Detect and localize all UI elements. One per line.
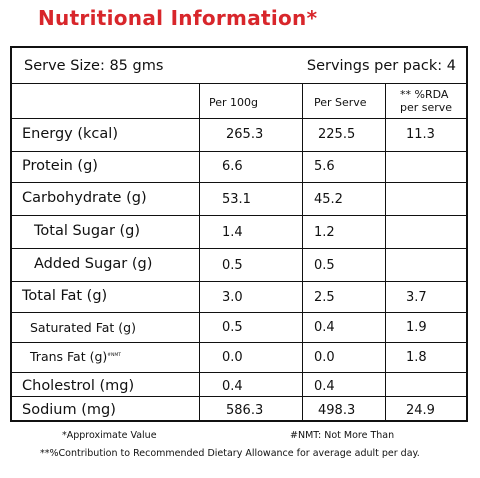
cell-protein-perserve: 5.6 <box>314 159 335 174</box>
cell-addedsugar-per100: 0.5 <box>222 258 243 273</box>
footnote-rda: **%Contribution to Recommended Dietary A… <box>40 448 420 459</box>
row-divider <box>12 342 466 343</box>
row-divider <box>12 151 466 152</box>
cell-energy-rda: 11.3 <box>406 127 435 142</box>
cell-satfat-rda: 1.9 <box>406 320 427 335</box>
row-label-added-sugar: Added Sugar (g) <box>34 256 153 272</box>
row-label-cholestrol: Cholestrol (mg) <box>22 378 135 394</box>
serve-size: Serve Size: 85 gms <box>24 58 164 74</box>
row-divider <box>12 182 466 183</box>
row-label-trans-fat: Trans Fat (g)#NMT <box>30 349 121 364</box>
row-label-carbohydrate: Carbohydrate (g) <box>22 190 147 206</box>
row-label-protein: Protein (g) <box>22 158 98 174</box>
header-per-100g: Per 100g <box>209 96 259 109</box>
trans-fat-nmt-marker: #NMT <box>107 352 122 358</box>
cell-carb-per100: 53.1 <box>222 192 251 207</box>
footnote-nmt: #NMT: Not More Than <box>290 430 395 441</box>
cell-transfat-per100: 0.0 <box>222 350 243 365</box>
row-label-sodium: Sodium (mg) <box>22 402 116 418</box>
column-divider <box>385 83 386 422</box>
cell-energy-per100: 265.3 <box>226 127 264 142</box>
cell-sodium-perserve: 498.3 <box>318 403 356 418</box>
cell-totalfat-per100: 3.0 <box>222 290 243 305</box>
cell-protein-per100: 6.6 <box>222 159 243 174</box>
cell-transfat-rda: 1.8 <box>406 350 427 365</box>
row-divider <box>12 83 466 84</box>
cell-energy-perserve: 225.5 <box>318 127 356 142</box>
row-divider <box>12 248 466 249</box>
trans-fat-label-text: Trans Fat (g) <box>30 349 108 364</box>
cell-totalfat-perserve: 2.5 <box>314 290 335 305</box>
cell-chol-per100: 0.4 <box>222 379 243 394</box>
cell-chol-perserve: 0.4 <box>314 379 335 394</box>
row-label-saturated-fat: Saturated Fat (g) <box>30 320 136 335</box>
column-divider <box>302 83 303 422</box>
row-divider <box>12 372 466 373</box>
header-rda-line2: per serve <box>400 101 453 114</box>
footnote-approximate: *Approximate Value <box>62 430 157 441</box>
cell-carb-perserve: 45.2 <box>314 192 343 207</box>
row-divider <box>12 396 466 397</box>
row-label-energy: Energy (kcal) <box>22 126 118 142</box>
column-divider <box>199 83 200 422</box>
servings-per-pack: Servings per pack: 4 <box>306 58 456 74</box>
header-rda-line1: ** %RDA <box>400 88 449 101</box>
header-per-serve: Per Serve <box>314 96 367 109</box>
row-divider <box>12 215 466 216</box>
nutrition-table: Serve Size: 85 gms Servings per pack: 4 … <box>10 46 468 422</box>
row-label-total-sugar: Total Sugar (g) <box>34 223 141 239</box>
cell-addedsugar-perserve: 0.5 <box>314 258 335 273</box>
cell-sodium-per100: 586.3 <box>226 403 264 418</box>
cell-totalsugar-per100: 1.4 <box>222 225 243 240</box>
cell-totalfat-rda: 3.7 <box>406 290 427 305</box>
page-title: Nutritional Information* <box>38 6 318 30</box>
row-divider <box>12 281 466 282</box>
cell-sodium-rda: 24.9 <box>406 403 435 418</box>
row-divider <box>12 118 466 119</box>
cell-satfat-perserve: 0.4 <box>314 320 335 335</box>
cell-totalsugar-perserve: 1.2 <box>314 225 335 240</box>
row-divider <box>12 312 466 313</box>
row-label-total-fat: Total Fat (g) <box>22 288 108 304</box>
cell-transfat-perserve: 0.0 <box>314 350 335 365</box>
cell-satfat-per100: 0.5 <box>222 320 243 335</box>
